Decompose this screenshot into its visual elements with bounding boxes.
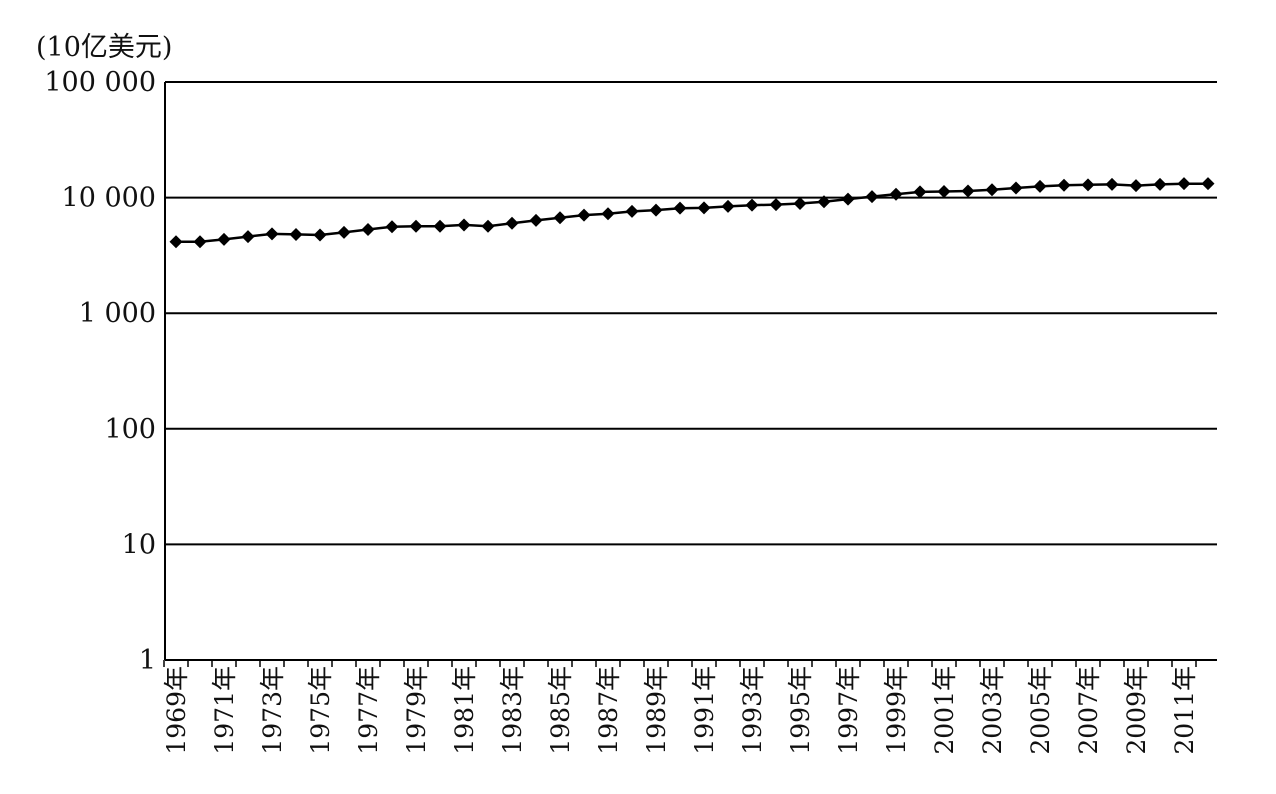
data-point — [1105, 177, 1119, 191]
data-point — [193, 235, 207, 249]
data-point — [553, 211, 567, 225]
data-point — [889, 187, 903, 201]
x-tick-label: 2007年 — [1074, 666, 1103, 755]
y-axis-ticks: 1 10 100 1 000 10 000 100 000 — [44, 67, 156, 676]
data-point — [217, 232, 231, 246]
x-tick-label: 1991年 — [690, 666, 719, 755]
x-tick-label: 1999年 — [882, 666, 911, 755]
data-point — [985, 183, 999, 197]
data-point — [865, 190, 879, 204]
data-point — [601, 207, 615, 221]
series-line-path — [176, 182, 1208, 244]
x-tick-label: 2003年 — [978, 666, 1007, 755]
data-point — [961, 184, 975, 198]
data-point — [1177, 177, 1191, 191]
data-point — [817, 195, 831, 209]
data-point — [793, 196, 807, 210]
data-point — [529, 213, 543, 227]
x-tick-label: 2011年 — [1170, 666, 1199, 755]
data-point — [433, 219, 447, 233]
x-tick-label: 1981年 — [450, 666, 479, 755]
data-point — [241, 230, 255, 244]
data-point — [361, 222, 375, 236]
gridlines — [165, 81, 1217, 546]
data-point — [625, 204, 639, 218]
x-tick-label: 1983年 — [498, 666, 527, 755]
data-point — [289, 227, 303, 241]
data-point — [337, 225, 351, 239]
y-tick-label: 100 — [104, 414, 156, 445]
data-point — [481, 219, 495, 233]
data-point — [169, 235, 183, 249]
data-point — [1153, 177, 1167, 191]
x-tick-label: 1997年 — [834, 666, 863, 755]
data-point — [673, 201, 687, 215]
data-point — [841, 192, 855, 206]
data-point — [697, 201, 711, 215]
x-tick-label: 1995年 — [786, 666, 815, 755]
x-tick-label: 1989年 — [642, 666, 671, 755]
y-tick-label: 10 — [122, 529, 156, 560]
series-line — [169, 177, 1215, 249]
data-point — [409, 219, 423, 233]
x-tick-label: 1973年 — [258, 666, 287, 755]
data-point — [1033, 179, 1047, 193]
data-point — [265, 227, 279, 241]
y-tick-label: 1 000 — [79, 298, 156, 329]
x-tick-label: 1987年 — [594, 666, 623, 755]
data-point — [457, 218, 471, 232]
x-tick-label: 1979年 — [402, 666, 431, 755]
x-tick-label: 1985年 — [546, 666, 575, 755]
data-point — [937, 184, 951, 198]
axes — [164, 82, 1217, 661]
y-tick-label: 10 000 — [62, 183, 156, 214]
data-point — [769, 198, 783, 212]
data-point — [313, 228, 327, 242]
data-point — [505, 216, 519, 230]
data-point — [577, 208, 591, 222]
x-tick-label: 1993年 — [738, 666, 767, 755]
data-point — [1009, 181, 1023, 195]
x-tick-label: 2001年 — [930, 666, 959, 755]
x-tick-label: 1977年 — [354, 666, 383, 755]
data-point — [1057, 178, 1071, 192]
x-tick-label: 1975年 — [306, 666, 335, 755]
x-tick-label: 1969年 — [162, 666, 191, 755]
y-tick-label: 100 000 — [44, 67, 156, 98]
data-point — [745, 198, 759, 212]
data-point — [721, 199, 735, 213]
data-point — [1081, 178, 1095, 192]
data-point — [385, 220, 399, 234]
y-axis-title: (10亿美元) — [36, 32, 172, 63]
data-point — [649, 203, 663, 217]
x-tick-label: 1971年 — [210, 666, 239, 755]
x-axis-ticks: 1969年 1971年 1973年 1975年 1977年 1979年 1981年 1983年… — [162, 660, 1199, 755]
x-tick-label: 2005年 — [1026, 666, 1055, 755]
data-point — [913, 185, 927, 199]
data-point — [1129, 179, 1143, 193]
x-tick-label: 2009年 — [1122, 666, 1151, 755]
data-point — [1201, 177, 1215, 191]
y-tick-label: 1 — [139, 645, 156, 676]
